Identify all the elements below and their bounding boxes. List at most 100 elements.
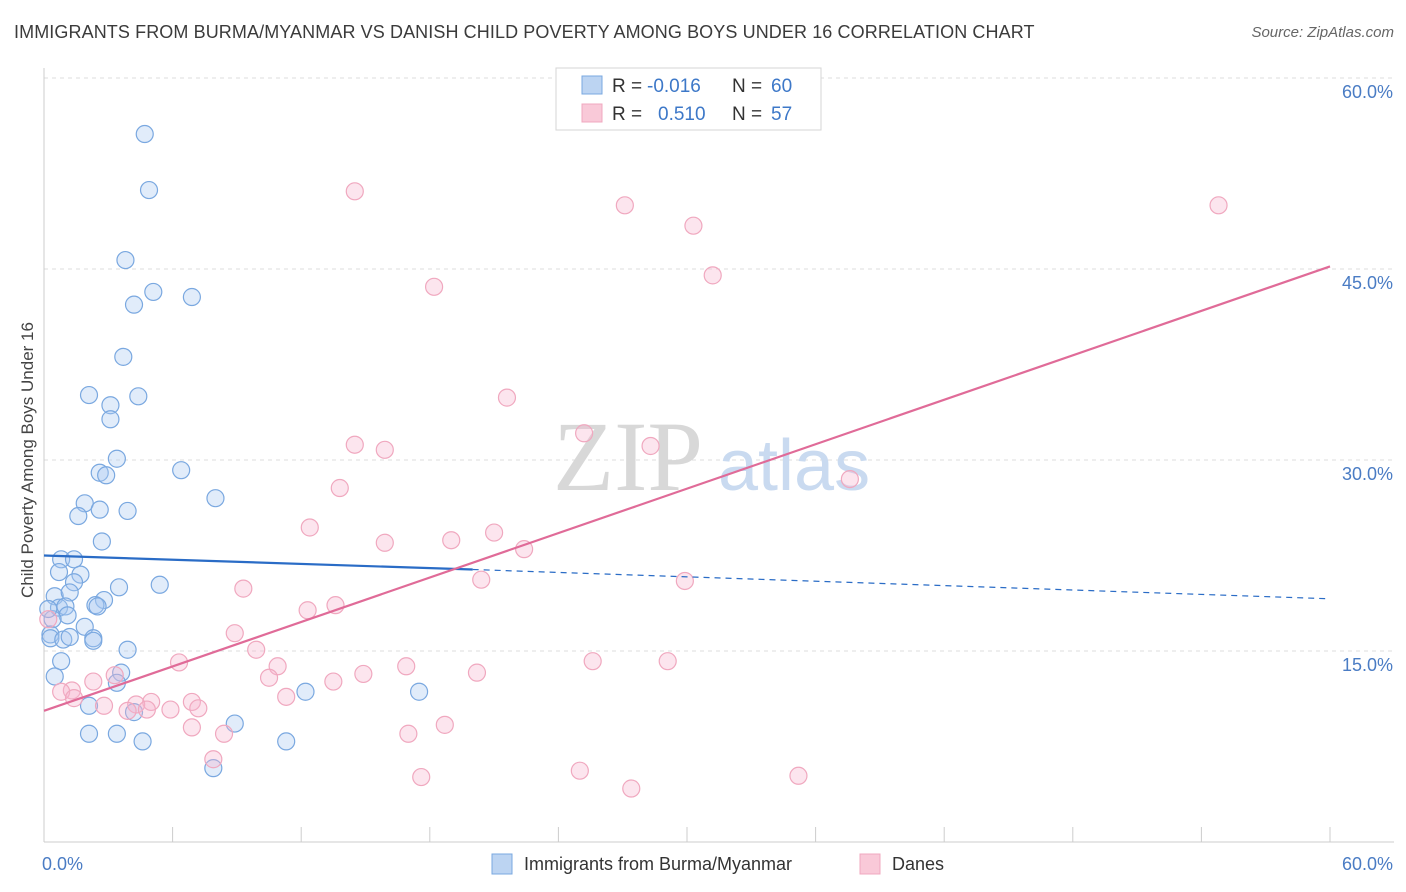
point-danes-15 [375, 533, 394, 552]
point-danes-45 [161, 700, 180, 719]
point-burma-54 [79, 724, 99, 743]
gridlines [44, 77, 1394, 652]
point-burma-24 [71, 565, 90, 584]
point-danes-19 [675, 571, 694, 591]
point-danes-57 [622, 779, 641, 798]
point-danes-34 [84, 672, 103, 691]
watermark: ZIP atlas [553, 401, 870, 512]
legend-bottom-label-burma: Immigrants from Burma/Myanmar [524, 854, 792, 874]
point-burma-6 [114, 347, 133, 366]
point-danes-20 [234, 579, 253, 598]
point-danes-46 [118, 701, 137, 720]
point-danes-47 [137, 700, 156, 719]
point-burma-2 [116, 250, 135, 270]
point-burma-1 [139, 180, 159, 200]
point-danes-33 [324, 672, 343, 691]
point-danes-14 [485, 523, 504, 542]
point-danes-2 [1209, 196, 1228, 215]
data-points [39, 124, 1228, 798]
point-burma-34 [88, 597, 107, 616]
point-burma-18 [118, 501, 137, 521]
legend-r-label-danes: R = [612, 104, 642, 125]
point-danes-29 [658, 652, 677, 671]
point-burma-29 [60, 583, 79, 602]
y-tick-label-1: 30.0% [1342, 464, 1393, 484]
point-burma-13 [97, 466, 116, 485]
legend-bottom-label-danes: Danes [892, 854, 944, 874]
point-burma-7 [79, 385, 99, 405]
point-burma-36 [43, 610, 62, 629]
y-tick-label-3: 60.0% [1342, 82, 1393, 102]
point-burma-25 [64, 573, 84, 592]
point-danes-44 [189, 699, 208, 718]
point-danes-12 [840, 470, 859, 489]
point-danes-8 [345, 435, 364, 454]
point-danes-51 [435, 715, 454, 734]
point-danes-18 [472, 570, 491, 589]
point-danes-3 [684, 216, 703, 235]
legend-n-label-burma: N = [732, 76, 762, 97]
point-danes-30 [354, 664, 373, 684]
point-danes-13 [300, 518, 319, 537]
point-burma-0 [135, 124, 154, 144]
point-danes-24 [247, 640, 266, 659]
point-danes-27 [397, 657, 416, 676]
point-danes-16 [442, 531, 461, 550]
x-tick-marks [43, 827, 1331, 842]
point-danes-56 [412, 767, 431, 787]
legend-top: R = -0.016 N = 60 R = 0.510 N = 57 [555, 67, 822, 131]
point-burma-22 [64, 550, 84, 569]
point-danes-17 [515, 540, 534, 559]
legend-bottom-swatch-danes [859, 853, 881, 875]
point-danes-36 [105, 666, 124, 685]
point-danes-38 [277, 687, 296, 706]
point-danes-0 [345, 182, 364, 201]
y-tick-labels: 15.0% 30.0% 45.0% 60.0% [1342, 82, 1393, 675]
point-burma-20 [92, 532, 111, 551]
point-burma-35 [58, 606, 77, 625]
legend-swatch-danes [581, 103, 603, 123]
point-danes-28 [583, 652, 602, 671]
point-danes-11 [330, 478, 349, 498]
point-burma-56 [133, 732, 152, 751]
point-burma-11 [107, 449, 126, 468]
point-danes-22 [298, 601, 317, 620]
point-danes-50 [399, 724, 418, 743]
trend-line-burma [43, 554, 473, 571]
point-burma-49 [296, 682, 315, 701]
point-danes-54 [570, 761, 589, 780]
point-burma-17 [90, 500, 109, 519]
point-burma-45 [118, 640, 137, 659]
trend-line-burma-extension [472, 568, 1331, 600]
watermark-zip: ZIP [553, 401, 703, 512]
y-tick-label-2: 45.0% [1342, 273, 1393, 293]
point-burma-9 [101, 410, 120, 429]
y-tick-label-0: 15.0% [1342, 655, 1393, 675]
point-danes-10 [641, 436, 660, 456]
point-danes-23 [225, 624, 244, 643]
legend-r-label-burma: R = [612, 76, 642, 97]
point-burma-57 [277, 732, 296, 751]
chart-source: Source: ZipAtlas.com [1251, 24, 1394, 41]
point-burma-8 [101, 396, 120, 415]
point-burma-26 [109, 578, 129, 597]
point-danes-49 [214, 724, 234, 743]
legend-r-value-danes: 0.510 [658, 104, 706, 125]
point-danes-6 [497, 388, 517, 407]
point-burma-41 [60, 627, 79, 647]
point-burma-43 [84, 631, 103, 650]
point-danes-32 [259, 668, 279, 687]
trend-lines [43, 265, 1331, 712]
legend-bottom: Immigrants from Burma/Myanmar Danes [491, 853, 944, 875]
point-burma-44 [52, 652, 71, 671]
point-burma-50 [409, 682, 429, 701]
point-danes-4 [703, 266, 722, 285]
legend-n-label-danes: N = [732, 104, 762, 125]
chart-title: IMMIGRANTS FROM BURMA/MYANMAR VS DANISH … [14, 22, 1035, 42]
point-danes-48 [182, 718, 201, 737]
legend-n-value-danes: 57 [771, 104, 792, 125]
point-burma-39 [41, 629, 60, 648]
x-tick-label-1: 60.0% [1342, 854, 1393, 874]
point-danes-43 [94, 696, 114, 715]
